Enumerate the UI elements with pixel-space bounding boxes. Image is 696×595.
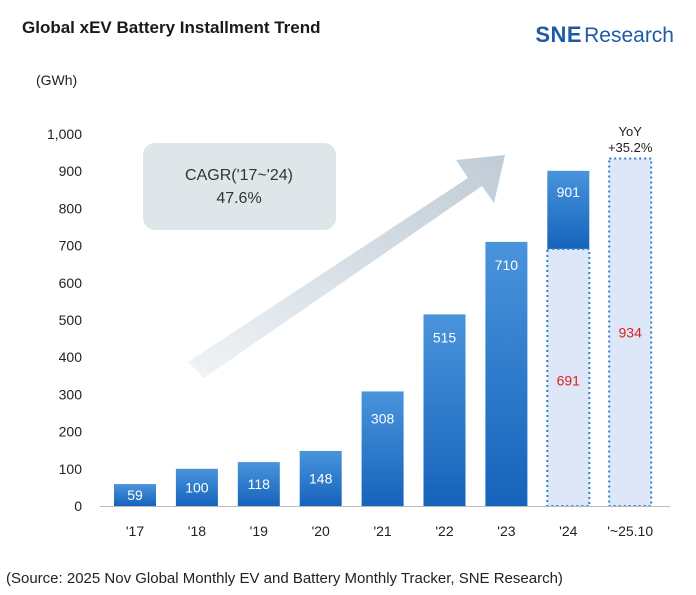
bar-value-label: 934 bbox=[619, 324, 643, 340]
bar-value-label: 710 bbox=[495, 257, 519, 273]
x-tick-label: '21 bbox=[373, 523, 391, 539]
y-tick-label: 600 bbox=[59, 275, 83, 291]
x-tick-label: '24 bbox=[559, 523, 577, 539]
bar-value-label: 308 bbox=[371, 410, 395, 426]
y-tick-label: 800 bbox=[59, 200, 83, 216]
cagr-annotation: CAGR('17~'24) 47.6% bbox=[143, 143, 336, 230]
bar-value-label: 59 bbox=[127, 487, 143, 503]
y-tick-label: 400 bbox=[59, 349, 83, 365]
x-tick-label: '~25.10 bbox=[607, 523, 653, 539]
y-tick-label: 300 bbox=[59, 386, 83, 402]
bar bbox=[175, 468, 218, 506]
y-tick-label: 100 bbox=[59, 461, 83, 477]
bar-value-label: 148 bbox=[309, 470, 333, 486]
y-tick-label: 700 bbox=[59, 238, 83, 254]
x-tick-label: '22 bbox=[435, 523, 453, 539]
bar-value-label: 100 bbox=[185, 479, 209, 495]
yoy-label: YoY bbox=[619, 124, 643, 139]
growth-arrow-shape bbox=[188, 155, 505, 378]
y-tick-label: 1,000 bbox=[47, 126, 82, 142]
bar bbox=[361, 391, 404, 506]
cagr-value: 47.6% bbox=[216, 190, 261, 207]
overlay-value-label: 691 bbox=[557, 372, 581, 388]
bar-value-label: 901 bbox=[557, 184, 581, 200]
bar bbox=[237, 462, 280, 506]
cagr-label: CAGR('17~'24) bbox=[185, 167, 293, 184]
x-tick-label: '23 bbox=[497, 523, 515, 539]
x-tick-label: '18 bbox=[188, 523, 206, 539]
x-tick-label: '20 bbox=[312, 523, 330, 539]
bar bbox=[547, 170, 590, 249]
bar bbox=[485, 241, 528, 506]
bar-value-label: 515 bbox=[433, 329, 457, 345]
y-tick-label: 900 bbox=[59, 163, 83, 179]
logo-sne-text: SNE bbox=[535, 22, 583, 47]
growth-arrow bbox=[188, 155, 505, 378]
bar bbox=[114, 484, 156, 506]
y-axis-unit-label: (GWh) bbox=[36, 72, 78, 88]
bar bbox=[299, 450, 342, 506]
logo-research-text: Research bbox=[584, 24, 674, 47]
bar bbox=[423, 314, 466, 506]
yoy-value: +35.2% bbox=[608, 140, 653, 155]
cagr-box bbox=[143, 143, 336, 230]
y-tick-label: 200 bbox=[59, 424, 83, 440]
x-tick-label: '19 bbox=[250, 523, 268, 539]
source-note: (Source: 2025 Nov Global Monthly EV and … bbox=[6, 570, 563, 587]
sne-research-logo: SNE Research bbox=[535, 22, 674, 48]
yoy-annotation: YoY+35.2% bbox=[608, 124, 653, 155]
x-tick-label: '17 bbox=[126, 523, 144, 539]
y-tick-label: 0 bbox=[74, 498, 82, 514]
bar bbox=[608, 157, 653, 507]
bar-chart: CAGR('17~'24) 47.6% 0 100 200 300 400 500 600 70… bbox=[47, 124, 670, 539]
bars: 59 100 118 148 308 515 710 901 691 934 bbox=[114, 157, 653, 507]
x-axis: '17 '18 '19 '20 '21 '22 '23 '24 '~25.10 bbox=[100, 506, 670, 539]
y-axis: 0 100 200 300 400 500 600 700 800 900 1,000 bbox=[47, 126, 82, 514]
bar-partial-overlay bbox=[546, 247, 591, 507]
chart-title: Global xEV Battery Installment Trend bbox=[22, 18, 321, 37]
y-tick-label: 500 bbox=[59, 312, 83, 328]
bar-value-label: 118 bbox=[248, 476, 271, 492]
